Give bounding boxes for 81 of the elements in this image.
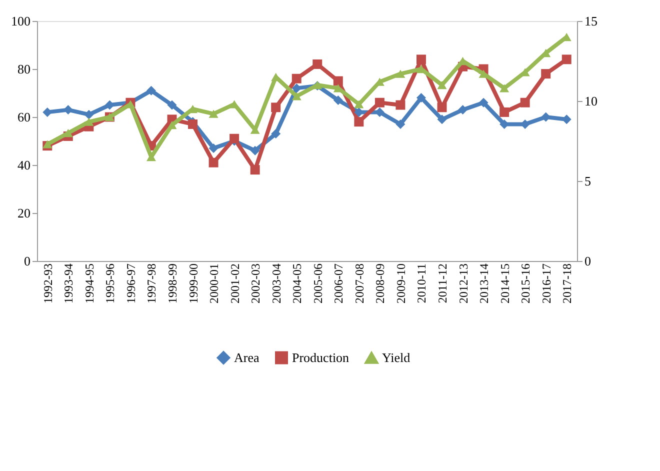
point: [500, 107, 510, 117]
x-tick-label: 2016-17: [539, 264, 554, 304]
point: [437, 114, 447, 124]
point: [562, 54, 572, 64]
point: [250, 165, 260, 175]
point: [292, 92, 302, 100]
point: [478, 98, 488, 108]
x-tick-label: 2010-11: [414, 264, 429, 304]
x-tick-label: 2002-03: [248, 264, 263, 304]
point: [84, 110, 94, 120]
legend-label: Production: [292, 350, 350, 365]
x-tick-label: 2015-16: [518, 264, 533, 304]
x-tick-label: 2005-06: [310, 264, 325, 304]
x-tick-label: 1998-99: [166, 264, 180, 304]
point: [396, 100, 406, 110]
point: [416, 93, 426, 103]
y-tick-label: 40: [18, 158, 30, 172]
x-tick-label: 2011-12: [436, 264, 450, 304]
y2-tick-label: 5: [584, 174, 591, 188]
x-tick-label: 2013-14: [477, 264, 492, 304]
legend-label: Yield: [382, 350, 411, 366]
y2-tick-label: 0: [584, 254, 591, 268]
x-tick-label: 2009-10: [394, 264, 408, 304]
y2-tick-label: 10: [584, 94, 598, 108]
point: [208, 143, 218, 153]
point: [437, 102, 447, 112]
y-tick-label: 20: [18, 206, 30, 220]
x-tick-label: 2004-05: [290, 264, 304, 304]
point: [396, 119, 406, 129]
x-tick-label: 2014-15: [498, 264, 512, 304]
point: [250, 146, 260, 156]
point: [271, 102, 281, 112]
point: [42, 140, 52, 148]
y-tick-label: 100: [11, 14, 30, 28]
point: [541, 69, 551, 79]
point: [271, 129, 281, 139]
y-tick-label: 60: [18, 110, 30, 124]
x-tick-label: 2006-07: [332, 264, 346, 304]
x-tick-label: 1994-95: [82, 264, 96, 304]
point: [354, 117, 364, 127]
point: [63, 105, 73, 115]
point: [333, 95, 343, 105]
x-tick-label: 1995-96: [103, 264, 118, 304]
x-tick-label: 2007-08: [352, 264, 366, 304]
point: [416, 54, 426, 64]
point: [167, 100, 177, 110]
point: [520, 98, 530, 108]
point: [208, 158, 218, 168]
point: [374, 98, 384, 108]
x-tick-label: 1997-98: [144, 264, 159, 304]
point: [292, 83, 302, 93]
x-tick-label: 1993-94: [62, 264, 76, 304]
x-tick-label: 2008-09: [373, 264, 388, 304]
point: [354, 100, 364, 108]
point: [333, 76, 343, 86]
y2-tick-label: 15: [584, 14, 598, 28]
x-tick-label: 2001-02: [228, 264, 242, 304]
point: [146, 86, 156, 96]
point: [458, 105, 468, 115]
point: [230, 134, 240, 144]
x-tick-label: 2017-18: [560, 264, 574, 304]
point: [42, 107, 52, 117]
point: [208, 110, 218, 118]
point: [292, 74, 302, 84]
point: [396, 70, 406, 78]
point: [500, 84, 510, 92]
x-tick-label: 2000-01: [207, 264, 222, 304]
point: [63, 128, 73, 138]
y-tick-label: 80: [18, 62, 30, 76]
point: [104, 100, 114, 110]
x-tick-label: 2003-04: [269, 264, 284, 304]
x-tick-label: 1996-97: [124, 264, 138, 304]
x-tick-label: 1999-00: [186, 264, 200, 304]
legend-label: Area: [234, 350, 260, 365]
point: [312, 59, 322, 69]
point: [437, 80, 447, 90]
x-tick-label: 1992-93: [40, 264, 55, 304]
point: [84, 118, 94, 126]
y-tick-label: 0: [24, 254, 30, 268]
point: [167, 120, 177, 130]
x-tick-label: 2012-13: [456, 264, 470, 304]
